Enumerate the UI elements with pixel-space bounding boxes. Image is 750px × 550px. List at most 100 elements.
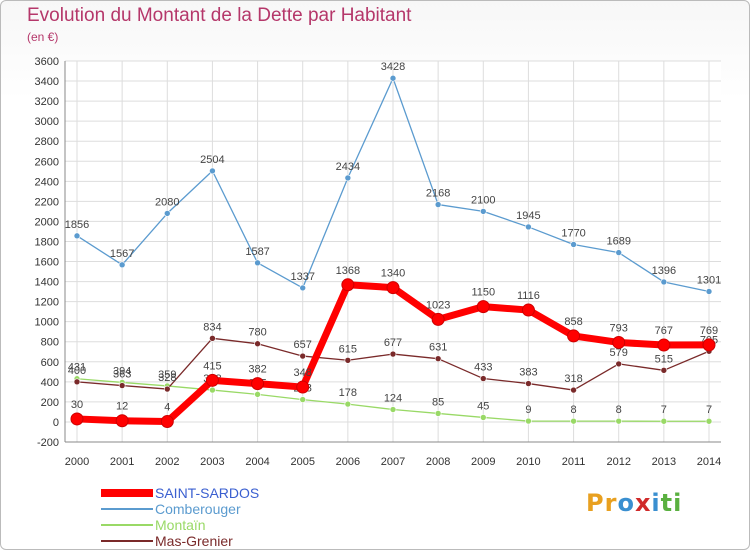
data-point — [570, 386, 577, 394]
y-tick-label: 3600 — [35, 56, 59, 68]
data-point — [299, 396, 307, 403]
y-tick-label: 3000 — [35, 116, 59, 128]
legend-swatch — [101, 489, 153, 497]
data-label: 579 — [610, 347, 628, 359]
data-point — [163, 385, 171, 393]
data-point — [479, 375, 487, 382]
x-tick-label: 2008 — [426, 456, 450, 468]
data-label: 2434 — [336, 161, 360, 173]
data-point — [115, 414, 129, 428]
x-tick-label: 2000 — [65, 456, 89, 468]
data-label: 8 — [571, 404, 577, 416]
data-label: 359 — [158, 369, 176, 381]
data-label: 1567 — [110, 248, 134, 260]
data-label: 363 — [113, 369, 131, 381]
x-tick-label: 2004 — [245, 456, 269, 468]
y-tick-label: -200 — [37, 437, 59, 449]
x-tick-label: 2011 — [562, 456, 586, 468]
data-point — [615, 249, 623, 256]
x-tick-label: 2009 — [471, 456, 495, 468]
data-point — [209, 167, 216, 175]
data-label: 394 — [113, 365, 131, 377]
x-tick-label: 2005 — [290, 456, 314, 468]
legend-swatch — [101, 508, 153, 510]
data-label: 433 — [474, 362, 492, 374]
data-label: 318 — [564, 373, 582, 385]
legend-label: SAINT-SARDOS — [155, 485, 260, 501]
y-tick-label: 3400 — [35, 76, 59, 88]
y-tick-label: 1000 — [35, 317, 59, 329]
data-label: 1689 — [606, 236, 630, 248]
data-label: 328 — [158, 372, 176, 384]
data-point — [476, 300, 490, 314]
data-point — [386, 281, 400, 295]
chart-subtitle: (en €) — [27, 30, 59, 44]
data-label: 793 — [610, 322, 628, 334]
y-tick-label: 1600 — [35, 257, 59, 269]
data-label: 178 — [339, 387, 357, 399]
data-point — [660, 278, 668, 286]
data-label: 858 — [564, 316, 582, 328]
data-label: 4 — [164, 402, 170, 414]
data-point — [705, 288, 713, 295]
data-point — [702, 338, 716, 352]
data-label: 9 — [525, 404, 531, 416]
data-label: 1301 — [697, 275, 721, 287]
logo-letter: i — [673, 489, 683, 517]
x-tick-label: 2002 — [155, 456, 179, 468]
data-point — [570, 417, 577, 425]
data-label: 348 — [294, 367, 312, 379]
data-label: 1150 — [471, 287, 495, 299]
y-tick-label: 1200 — [35, 297, 59, 309]
data-label: 45 — [477, 400, 489, 412]
y-tick-label: 1800 — [35, 236, 59, 248]
data-point — [163, 210, 171, 217]
data-point — [525, 380, 532, 387]
data-point — [254, 340, 261, 348]
x-tick-label: 2012 — [606, 456, 630, 468]
data-point — [299, 352, 307, 360]
data-point — [205, 373, 219, 387]
data-point — [479, 414, 487, 421]
data-label: 1945 — [516, 210, 540, 222]
data-point — [344, 356, 352, 364]
data-label: 769 — [700, 325, 718, 337]
y-tick-label: 2400 — [35, 176, 59, 188]
y-tick-label: 800 — [41, 337, 59, 349]
data-label: 1368 — [336, 265, 360, 277]
data-label: 3428 — [381, 61, 405, 73]
legend-swatch — [101, 540, 153, 542]
data-point — [434, 410, 442, 417]
data-label: 383 — [519, 367, 537, 379]
data-point — [570, 241, 577, 248]
data-point — [118, 261, 126, 269]
data-point — [615, 417, 623, 425]
data-label: 85 — [432, 396, 444, 408]
data-label: 12 — [116, 401, 128, 413]
data-label: 780 — [248, 327, 266, 339]
data-label: 2080 — [155, 196, 179, 208]
data-label: 2100 — [471, 194, 495, 206]
chart-title: Evolution du Montant de la Dette par Hab… — [27, 5, 412, 26]
legend-swatch — [101, 524, 153, 526]
data-point — [525, 223, 532, 231]
y-tick-label: 600 — [41, 357, 59, 369]
data-point — [209, 335, 216, 342]
legend-label: Comberouger — [155, 501, 241, 517]
y-tick-label: 2600 — [35, 156, 59, 168]
data-label: 1116 — [517, 290, 540, 302]
data-point — [479, 208, 487, 215]
y-tick-label: 400 — [41, 377, 59, 389]
data-point — [73, 378, 81, 386]
data-point — [344, 400, 352, 408]
data-point — [657, 338, 671, 352]
x-tick-label: 2014 — [697, 456, 721, 468]
data-point — [251, 377, 265, 391]
data-point — [254, 259, 261, 267]
data-label: 8 — [616, 404, 622, 416]
data-point — [209, 386, 216, 394]
data-label: 657 — [294, 339, 312, 351]
data-label: 834 — [203, 321, 221, 333]
data-label: 615 — [339, 343, 357, 355]
data-label: 1337 — [290, 271, 314, 283]
